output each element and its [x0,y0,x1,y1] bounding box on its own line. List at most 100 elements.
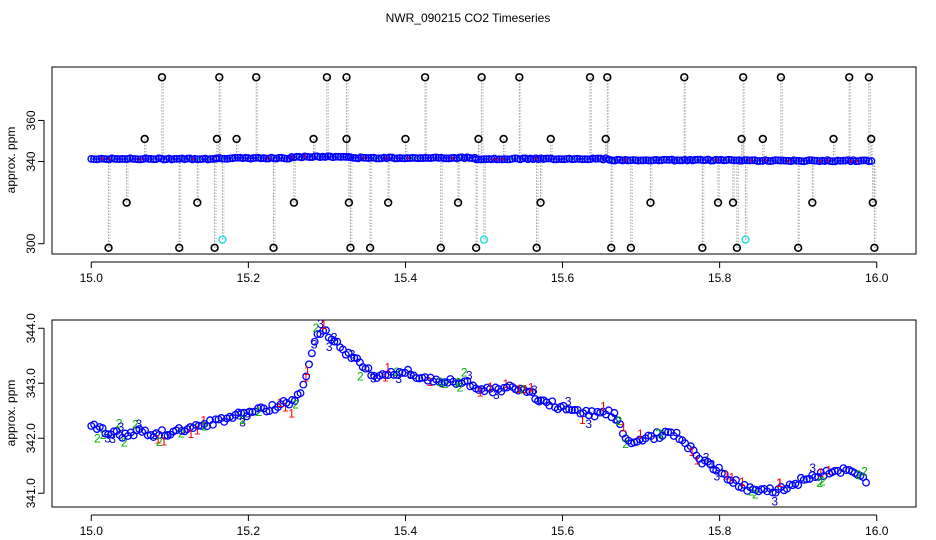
bottom-y-label: approx. ppm [4,380,18,447]
outlier-point [738,73,748,82]
series-label-mark: 2 [121,435,128,449]
series-label-mark: 1 [276,396,283,410]
series-label-mark: 3 [771,495,778,509]
series-label-mark: 2 [239,413,246,427]
outlier-point [342,134,351,144]
data-point [310,337,319,346]
data-point [305,360,313,369]
outlier-point [401,134,410,144]
baseline-point [864,157,873,166]
baseline-point [492,155,501,164]
baseline-point [359,153,368,162]
series-label-mark: 3 [809,461,816,475]
baseline-point [474,155,483,164]
data-point [811,473,820,482]
outlier-point [845,73,854,82]
data-point [245,407,254,416]
series-label-mark: 2 [313,321,320,335]
baseline-point [89,155,98,164]
series-label-mark: 3 [326,340,333,354]
baseline-point [390,154,399,163]
outlier-point [453,198,463,207]
data-point [650,435,658,444]
outlier-point [104,243,113,253]
figure-title: NWR_090215 CO2 Timeseries [386,11,551,25]
data-point [842,466,851,475]
top-y-tick-label: 340 [24,151,38,171]
outlier-point [289,198,299,207]
baseline-point [836,156,845,165]
outlier-point [477,73,486,82]
series-label-mark: 3 [612,412,619,426]
top-y-axis: 300 340 360 [24,110,45,254]
series-label-mark: 3 [104,432,111,446]
baseline-point [639,156,648,165]
baseline-point [859,156,868,165]
baseline-point [826,157,834,165]
series-label-mark: 1 [620,420,627,434]
baseline-point [170,155,179,163]
data-point [664,428,673,437]
outlier-point [737,134,746,144]
baseline-point [594,154,602,163]
data-point [460,377,469,386]
series-label-mark: 3 [317,317,324,331]
data-point [322,326,330,335]
data-point [248,408,257,416]
baseline-point [285,154,294,163]
outlier-point [698,243,707,253]
series-label-mark: 1 [579,413,586,427]
baseline-point [550,155,558,164]
baseline-point [375,154,383,163]
outlier-point [140,134,149,144]
baseline-point [249,154,258,162]
baseline-point [442,154,451,163]
series-label-mark: 1 [528,381,535,395]
bottom-x-tick-label: 16.0 [865,524,889,538]
outlier-point [868,198,877,207]
series-label-mark: 1 [384,360,391,374]
data-point [528,388,537,397]
outlier-point [585,73,595,82]
outlier-point [474,134,483,144]
series-label-mark: 3 [565,395,572,409]
bottom-x-axis: 15.0 15.2 15.4 15.6 15.8 16.0 [80,514,889,538]
series-label-mark: 3 [713,469,720,483]
outlier-point [420,73,430,82]
baseline-point [542,154,551,163]
outlier-point [646,198,655,207]
outlier-point [626,243,636,253]
baseline-point [756,157,764,165]
data-point [160,431,169,440]
baseline-point [218,154,227,163]
baseline-point [113,155,122,163]
data-point [610,408,619,417]
series-label-mark: 1 [320,318,327,332]
data-point [661,427,670,436]
outlier-point [157,73,167,82]
series-label-mark: 2 [201,419,208,433]
series-label-mark: 3 [117,420,124,434]
bottom-x-tick-label: 15.4 [394,524,418,538]
baseline-point [196,155,205,164]
baseline-point [867,157,876,165]
data-point [302,372,311,381]
baseline-point [500,155,509,164]
outlier-point [342,73,351,82]
top-x-tick-label: 15.0 [80,271,104,285]
baseline-point [275,153,284,162]
data-point [562,405,571,414]
outlier-point [758,134,768,144]
baseline-point [97,154,106,163]
baseline-point [323,152,332,161]
outlier-point [269,243,278,253]
outlier-point [193,198,202,207]
outlier-point [346,243,355,253]
series-label-mark: 2 [357,369,364,383]
outlier-point [232,134,241,144]
series-label-mark: 1 [689,445,696,459]
baseline-point [115,155,124,164]
baseline-point [544,154,553,163]
series-label-mark: 2 [94,431,101,445]
